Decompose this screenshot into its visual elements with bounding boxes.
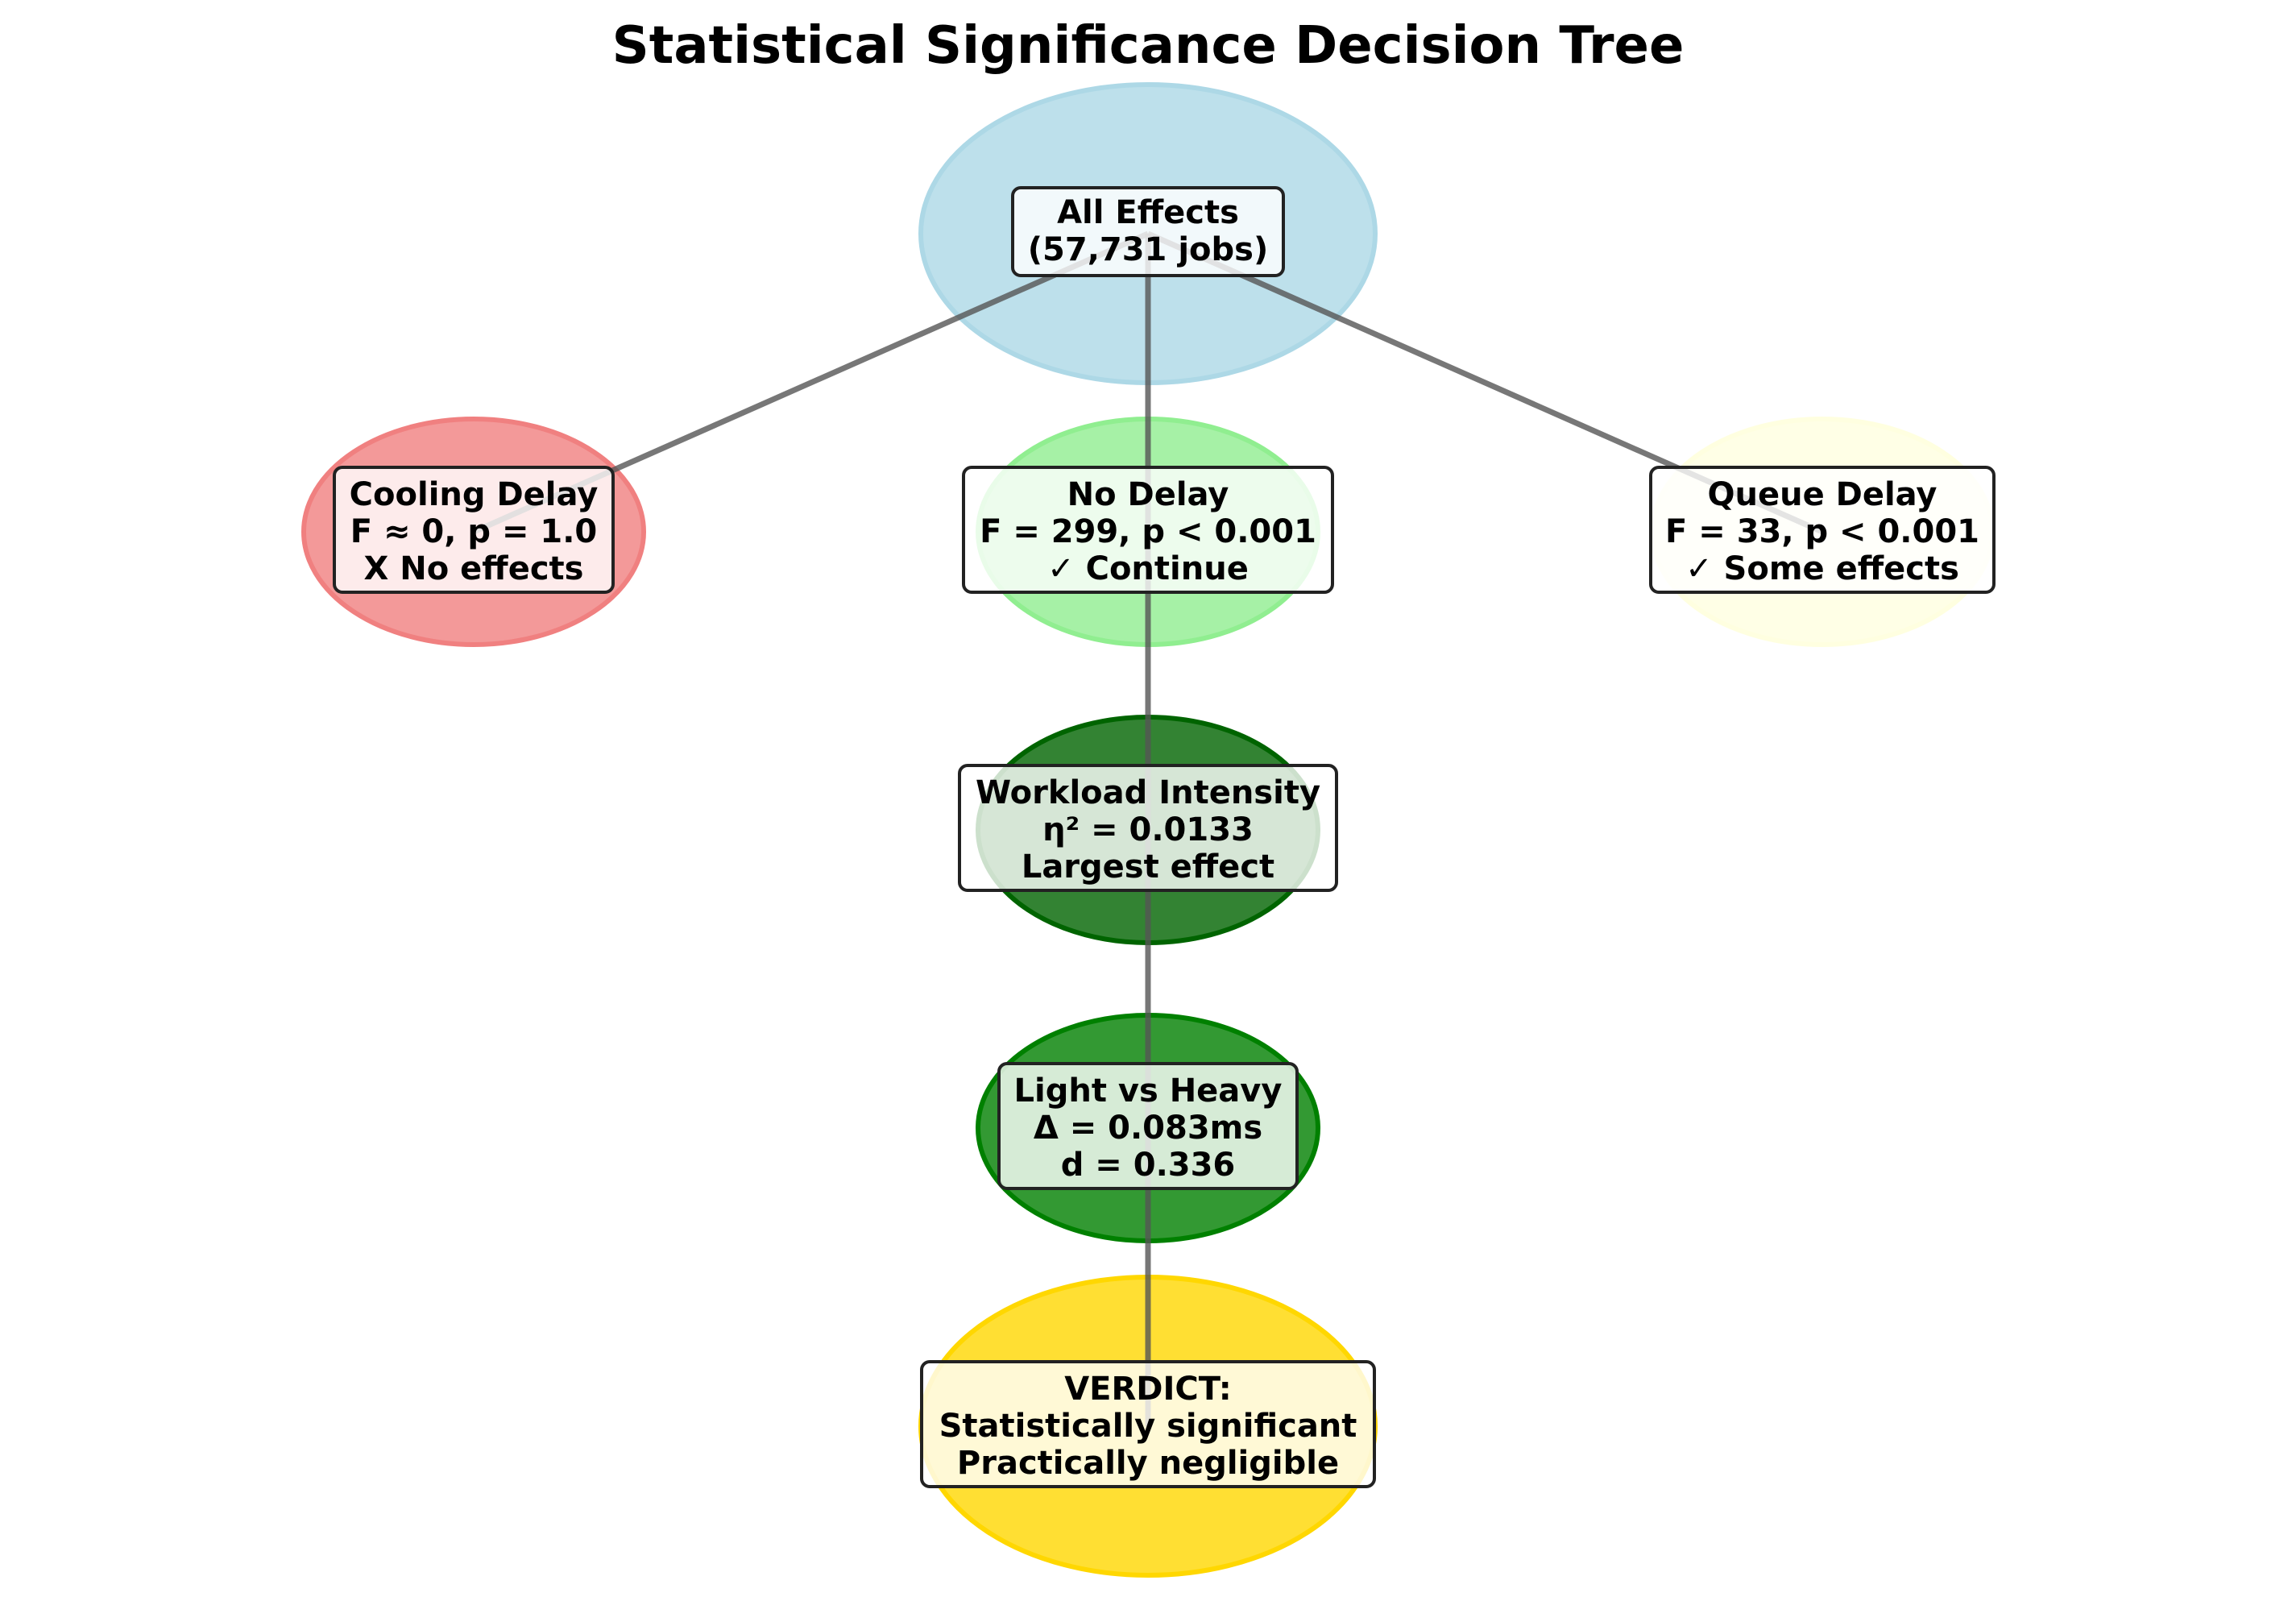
cooling-delay-label-line-3: X No effects bbox=[364, 550, 584, 587]
light-vs-heavy-label-line-3: d = 0.336 bbox=[1061, 1147, 1236, 1184]
no-delay-label-line-3: ✓ Continue bbox=[1047, 550, 1249, 587]
workload-intensity-label-box bbox=[958, 764, 1338, 892]
node-root: All Effects (57,731 jobs) bbox=[1011, 186, 1285, 277]
cooling-delay-label-box bbox=[333, 466, 615, 594]
queue-delay-label-line-1: Queue Delay bbox=[1707, 476, 1937, 513]
verdict-label-line-3: Practically negligible bbox=[957, 1445, 1339, 1482]
root-label-line-2: (57,731 jobs) bbox=[1028, 231, 1268, 268]
node-light-vs-heavy: Light vs Heavy Δ = 0.083ms d = 0.336 bbox=[997, 1062, 1299, 1190]
node-queue-delay: Queue Delay F = 33, p < 0.001 ✓ Some eff… bbox=[1649, 466, 1996, 594]
verdict-label-line-2: Statistically significant bbox=[939, 1408, 1357, 1445]
node-verdict: VERDICT: Statistically significant Pract… bbox=[920, 1360, 1376, 1488]
diagram-title: Statistical Significance Decision Tree bbox=[612, 16, 1685, 76]
verdict-label-line-1: VERDICT: bbox=[1064, 1371, 1232, 1408]
light-vs-heavy-label-line-2: Δ = 0.083ms bbox=[1034, 1110, 1262, 1147]
verdict-label-box bbox=[920, 1360, 1376, 1488]
cooling-delay-label-line-1: Cooling Delay bbox=[350, 476, 599, 513]
no-delay-label-line-1: No Delay bbox=[1067, 476, 1229, 513]
node-workload-intensity: Workload Intensity η² = 0.0133 Largest e… bbox=[958, 764, 1338, 892]
node-no-delay: No Delay F = 299, p < 0.001 ✓ Continue bbox=[962, 466, 1334, 594]
root-label-box bbox=[1011, 186, 1285, 277]
workload-intensity-label-line-3: Largest effect bbox=[1022, 848, 1274, 886]
light-vs-heavy-label-line-1: Light vs Heavy bbox=[1014, 1072, 1283, 1110]
cooling-delay-label-line-2: F ≈ 0, p = 1.0 bbox=[350, 513, 598, 550]
queue-delay-label-box bbox=[1649, 466, 1996, 594]
queue-delay-label-line-3: ✓ Some effects bbox=[1685, 550, 1959, 587]
workload-intensity-label-line-2: η² = 0.0133 bbox=[1042, 811, 1254, 848]
node-cooling-delay: Cooling Delay F ≈ 0, p = 1.0 X No effect… bbox=[333, 466, 615, 594]
no-delay-label-line-2: F = 299, p < 0.001 bbox=[980, 513, 1316, 550]
no-delay-label-box bbox=[962, 466, 1334, 594]
workload-intensity-label-line-1: Workload Intensity bbox=[976, 774, 1320, 811]
light-vs-heavy-label-box bbox=[997, 1062, 1299, 1190]
root-label-line-1: All Effects bbox=[1057, 194, 1239, 231]
queue-delay-label-line-2: F = 33, p < 0.001 bbox=[1665, 513, 1979, 550]
